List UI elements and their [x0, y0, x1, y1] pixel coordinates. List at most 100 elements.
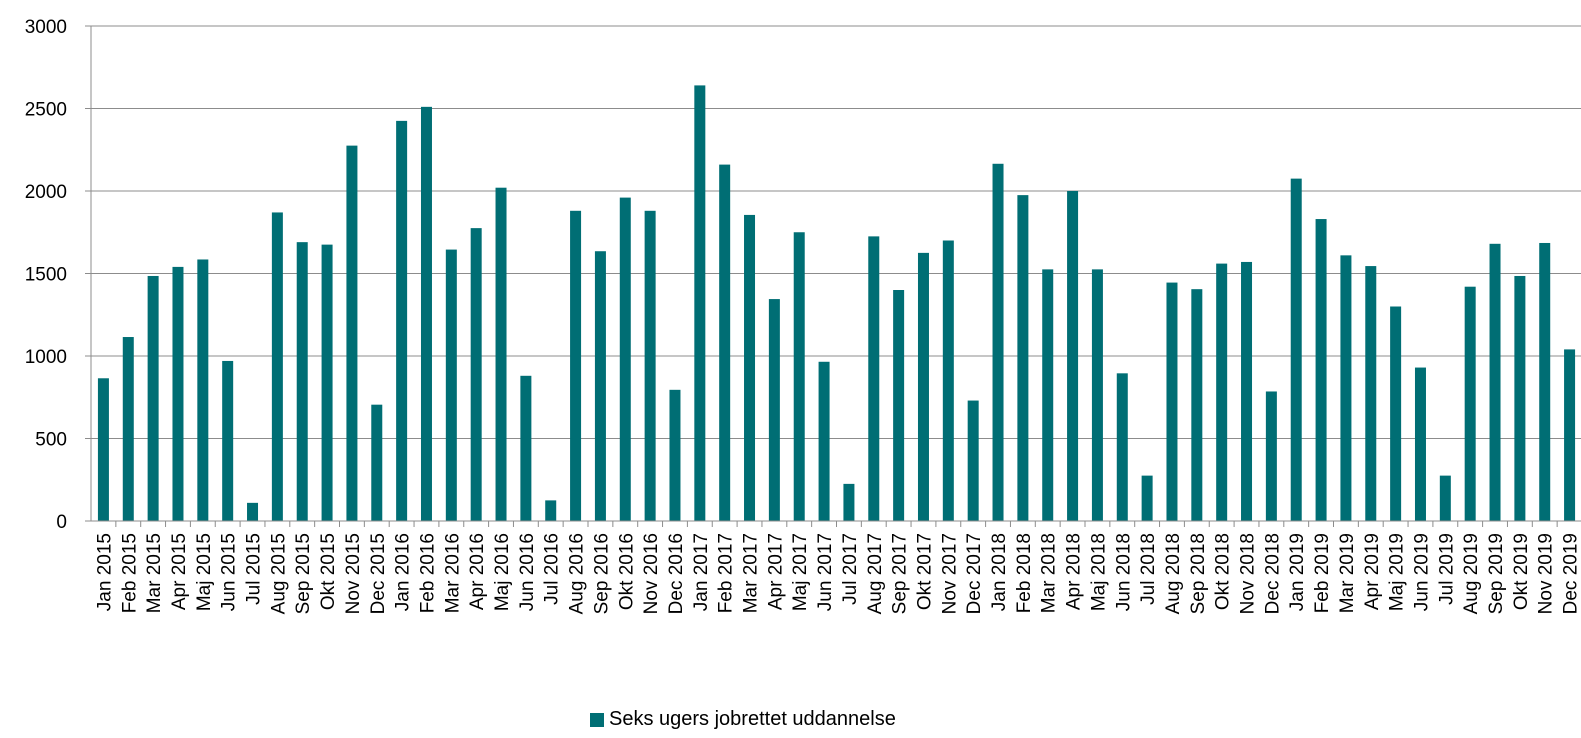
bar	[420, 106, 432, 521]
x-tick-label: Jun 2016	[517, 533, 538, 611]
x-tick-label: Maj 2015	[194, 533, 215, 611]
x-tick-label: Jan 2017	[691, 533, 712, 611]
x-tick-label: Aug 2018	[1163, 533, 1184, 614]
y-tick-label: 1000	[25, 347, 67, 368]
bar	[1091, 269, 1103, 521]
x-tick-label: Maj 2019	[1387, 533, 1408, 611]
bar	[793, 232, 805, 521]
legend: Seks ugers jobrettet uddannelse	[590, 708, 896, 731]
x-tick-label: Jul 2019	[1436, 533, 1457, 605]
x-tick-label: Dec 2018	[1262, 533, 1283, 614]
x-tick-label: Mar 2017	[741, 533, 762, 613]
bar	[967, 400, 979, 521]
bar	[1265, 391, 1277, 521]
bar	[97, 378, 109, 521]
bar	[1340, 255, 1352, 521]
x-tick-label: Feb 2015	[119, 533, 140, 613]
bar	[1564, 349, 1576, 521]
x-tick-label: Maj 2016	[492, 533, 513, 611]
bar	[1514, 275, 1526, 521]
y-tick-label: 1500	[25, 265, 67, 286]
bar	[619, 197, 631, 521]
bar	[818, 361, 830, 521]
x-tick-label: Apr 2015	[169, 533, 190, 610]
x-tick-label: Sep 2017	[890, 533, 911, 614]
bar	[445, 249, 457, 521]
x-tick-label: Apr 2019	[1362, 533, 1383, 610]
x-tick-label: Sep 2016	[591, 533, 612, 614]
x-tick-label: Nov 2016	[641, 533, 662, 614]
bar	[1042, 269, 1054, 521]
x-tick-label: Jul 2015	[244, 533, 265, 605]
y-tick-label: 0	[56, 512, 67, 533]
bar	[644, 210, 656, 522]
legend-swatch	[590, 712, 604, 727]
bar	[545, 500, 557, 521]
x-tick-label: Nov 2018	[1238, 533, 1259, 614]
x-tick-label: Nov 2017	[939, 533, 960, 614]
bar	[942, 240, 954, 521]
bar	[843, 483, 855, 521]
bar	[669, 389, 681, 521]
bar	[147, 275, 159, 521]
bar	[719, 164, 731, 521]
bar	[296, 242, 308, 521]
x-tick-label: Apr 2016	[467, 533, 488, 610]
bar	[992, 163, 1004, 521]
axes	[85, 25, 1581, 527]
bar	[594, 251, 606, 521]
x-tick-label: Okt 2018	[1213, 533, 1234, 610]
x-tick-label: Dec 2017	[964, 533, 985, 614]
x-tick-label: Mar 2015	[144, 533, 165, 613]
bar	[495, 187, 507, 521]
x-tick-label: Maj 2018	[1088, 533, 1109, 611]
bar	[321, 244, 333, 521]
bar	[1489, 243, 1501, 522]
x-tick-label: Mar 2018	[1039, 533, 1060, 613]
x-tick-label: Apr 2018	[1064, 533, 1085, 610]
x-tick-label: Okt 2016	[616, 533, 637, 610]
x-tick-label: Okt 2017	[914, 533, 935, 610]
bar	[1464, 286, 1476, 521]
x-tick-label: Nov 2019	[1536, 533, 1557, 614]
x-tick-label: Sep 2019	[1486, 533, 1507, 614]
bar	[768, 299, 780, 521]
bar	[396, 120, 408, 521]
bar	[1315, 219, 1327, 522]
x-tick-label: Okt 2019	[1511, 533, 1532, 610]
bar	[868, 236, 880, 521]
gridlines	[91, 25, 1581, 439]
x-tick-label: Feb 2018	[1014, 533, 1035, 613]
bar	[1241, 261, 1253, 521]
bar	[1116, 373, 1128, 521]
y-tick-label: 3000	[25, 17, 67, 38]
x-tick-label: Dec 2015	[368, 533, 389, 614]
bar	[694, 85, 706, 522]
bar	[1290, 178, 1302, 521]
bar	[222, 360, 234, 521]
bar	[271, 212, 283, 521]
x-tick-label: Jun 2015	[219, 533, 240, 611]
x-axis-ticks: Jan 2015 Feb 2015 Mar 2015 Apr 2015 Maj 2015…	[94, 533, 1581, 614]
bar	[1390, 306, 1402, 521]
bar	[470, 228, 482, 521]
bar	[1191, 289, 1203, 521]
x-tick-label: Feb 2017	[716, 533, 737, 613]
bar	[122, 337, 134, 521]
bars	[97, 85, 1576, 522]
y-axis-ticks: 0 500 1000 1500 2000 2500 3000	[25, 17, 67, 533]
bar	[1365, 266, 1377, 521]
x-tick-label: Jul 2018	[1138, 533, 1159, 605]
x-tick-label: Apr 2017	[765, 533, 786, 610]
x-tick-label: Jan 2018	[989, 533, 1010, 611]
x-tick-label: Sep 2018	[1188, 533, 1209, 614]
x-tick-label: Maj 2017	[790, 533, 811, 611]
bar	[1414, 367, 1426, 521]
bar	[172, 266, 184, 521]
bar	[1216, 263, 1228, 521]
x-tick-label: Sep 2015	[293, 533, 314, 614]
x-tick-label: Jun 2018	[1113, 533, 1134, 611]
x-tick-label: Aug 2019	[1461, 533, 1482, 614]
bar	[744, 214, 756, 522]
y-tick-label: 2500	[25, 100, 67, 121]
